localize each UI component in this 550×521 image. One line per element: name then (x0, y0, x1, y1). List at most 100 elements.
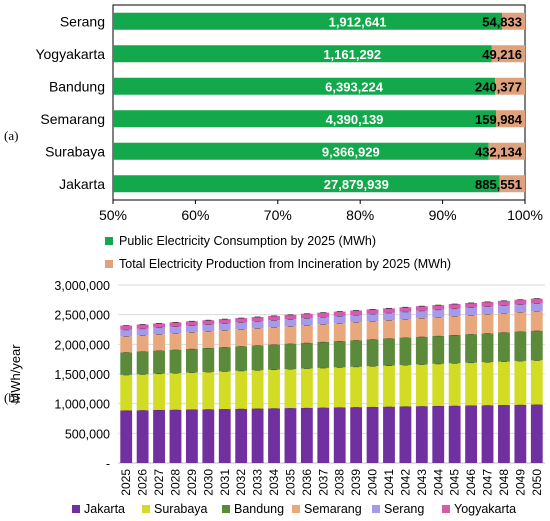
bar-b-semarang (235, 329, 248, 347)
x-tick-label-b: 2036 (300, 469, 314, 496)
bar-b-surabaya (251, 370, 264, 409)
bar-b-serang (383, 312, 395, 321)
data-label-consumption: 6,393,224 (325, 79, 384, 94)
bar-b-serang (530, 303, 543, 312)
bar-b-jakarta (284, 408, 297, 463)
bar-b-yogyakarta (300, 313, 313, 319)
x-tick-label-b: 2042 (398, 469, 412, 496)
bar-b-surabaya (366, 366, 379, 407)
bar-b-yogyakarta (432, 305, 445, 310)
legend-b-label: Serang (384, 502, 424, 516)
category-label-a: Surabaya (45, 143, 105, 159)
bar-b-yogyakarta (481, 301, 494, 307)
x-tick-label-b: 2040 (366, 469, 380, 496)
y-tick-label-b: 2,500,000 (54, 309, 110, 323)
bar-b-yogyakarta (366, 309, 379, 314)
bar-b-jakarta (432, 405, 445, 463)
bar-b-serang (136, 328, 149, 336)
legend-a-label-1: Public Electricity Consumption by 2025 (… (119, 234, 377, 248)
bar-b-surabaya (120, 374, 133, 411)
bar-b-semarang (465, 315, 478, 335)
bar-b-jakarta (235, 408, 248, 463)
x-tick-label-b: 2030 (201, 469, 215, 496)
bar-b-jakarta (136, 410, 149, 463)
bar-b-yogyakarta (383, 308, 395, 313)
bar-b-semarang (268, 327, 280, 345)
x-tick-label-b: 2048 (497, 469, 511, 496)
x-tick-label-b: 2025 (119, 469, 133, 496)
bar-b-bandung (383, 338, 395, 366)
x-tick-label-b: 2026 (136, 469, 150, 496)
x-tick-label-b: 2027 (152, 469, 166, 496)
bar-b-serang (333, 316, 346, 324)
bar-b-bandung (432, 335, 445, 364)
bar-b-surabaya (399, 364, 412, 407)
bar-b-yogyakarta (448, 304, 461, 309)
bar-b-yogyakarta (317, 312, 330, 318)
legend-b-label: Surabaya (154, 502, 208, 516)
bar-b-serang (366, 313, 379, 322)
bar-b-bandung (481, 333, 494, 363)
bar-a-incineration (495, 77, 525, 95)
bar-b-serang (350, 314, 363, 323)
legend-b-swatch (292, 505, 300, 513)
bar-b-bandung (169, 349, 182, 374)
bar-b-semarang (366, 321, 379, 340)
bar-b-surabaya (202, 371, 215, 410)
bar-b-bandung (333, 341, 346, 368)
bar-b-semarang (350, 322, 363, 341)
bar-b-surabaya (530, 360, 543, 405)
bar-b-jakarta (514, 404, 527, 463)
x-tick-label-b: 2031 (218, 469, 232, 496)
bar-b-serang (169, 326, 182, 334)
y-tick-label-b: 2,000,000 (54, 338, 110, 352)
x-tick-label-b: 2049 (513, 469, 527, 496)
bar-b-bandung (136, 351, 149, 375)
legend-b-swatch (142, 505, 150, 513)
bar-a-consumption (113, 45, 492, 63)
bar-b-jakarta (415, 406, 428, 463)
data-label-incineration: 49,216 (482, 47, 522, 62)
legend-b-swatch (372, 505, 380, 513)
bar-b-bandung (350, 340, 363, 367)
bar-b-bandung (415, 336, 428, 365)
bar-b-serang (235, 322, 248, 330)
x-tick-label-b: 2047 (481, 469, 495, 496)
bar-b-serang (432, 309, 445, 318)
bar-b-jakarta (399, 406, 412, 463)
x-tick-label-b: 2033 (251, 469, 265, 496)
x-tick-label-a: 100% (507, 207, 543, 223)
y-tick-label-b: 1,500,000 (54, 368, 110, 382)
x-tick-label-a: 70% (264, 207, 292, 223)
x-tick-label-b: 2037 (316, 469, 330, 496)
chart-a: Serang 1,912,641 54,833 Yogyakarta 1,161,292… (35, 4, 543, 223)
bar-a-consumption (113, 142, 489, 160)
bar-b-bandung (268, 344, 280, 370)
bar-b-surabaya (498, 361, 510, 406)
bar-b-jakarta (268, 408, 280, 463)
data-label-consumption: 1,912,641 (329, 14, 387, 29)
x-tick-label-b: 2038 (333, 469, 347, 496)
bar-b-surabaya (136, 374, 149, 411)
bar-b-surabaya (235, 370, 248, 409)
bar-b-jakarta (202, 409, 215, 463)
bar-b-serang (284, 319, 297, 327)
bar-b-yogyakarta (498, 300, 510, 306)
bar-b-jakarta (498, 405, 510, 463)
bar-b-bandung (153, 350, 165, 374)
bar-a-consumption (113, 77, 496, 95)
bar-b-serang (448, 308, 461, 317)
x-tick-label-b: 2032 (234, 469, 248, 496)
bar-b-semarang (481, 314, 494, 334)
bar-b-bandung (514, 331, 527, 361)
x-tick-label-a: 80% (346, 207, 374, 223)
data-label-consumption: 1,161,292 (323, 47, 381, 62)
data-label-incineration: 159,984 (475, 112, 523, 127)
bar-b-yogyakarta (185, 321, 198, 326)
data-label-consumption: 9,366,929 (322, 144, 380, 159)
bar-b-surabaya (218, 371, 231, 410)
bar-b-semarang (333, 323, 346, 342)
legend-a-label-2: Total Electricity Production from Incine… (119, 257, 452, 271)
y-tick-label-b: 1,000,000 (54, 398, 110, 412)
bar-b-yogyakarta (399, 307, 412, 312)
